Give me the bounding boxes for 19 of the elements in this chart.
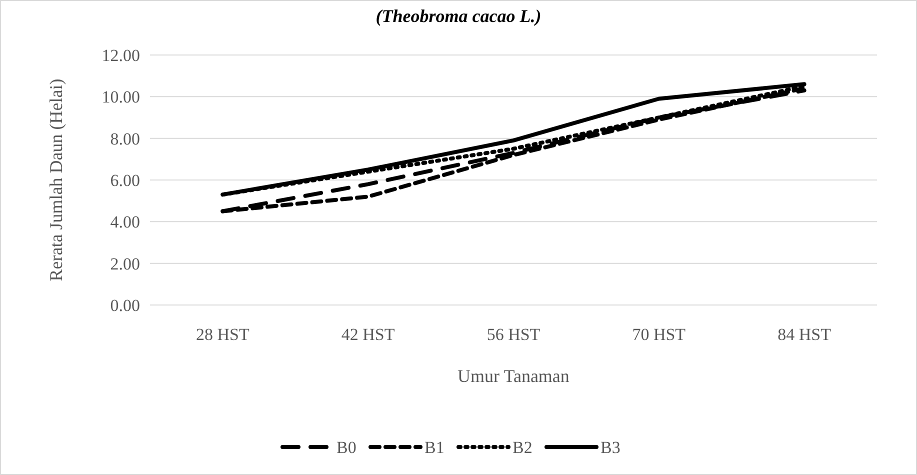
y-tick-label: 6.00 — [110, 170, 140, 190]
x-tick-label: 70 HST — [632, 325, 686, 344]
x-tick-label: 42 HST — [341, 325, 396, 344]
y-tick-label: 0.00 — [110, 296, 140, 315]
y-tick-label: 10.00 — [102, 88, 140, 107]
chart-title: (Theobroma cacao L.) — [376, 6, 542, 26]
y-tick-label: 2.00 — [110, 254, 140, 274]
x-axis-title: Umur Tanaman — [458, 366, 570, 386]
legend-label: B2 — [512, 438, 532, 457]
x-tick-label: 56 HST — [486, 325, 541, 344]
legend-label: B1 — [424, 438, 444, 457]
y-tick-label: 8.00 — [110, 129, 140, 148]
y-tick-label: 4.00 — [110, 212, 140, 232]
x-tick-label: 84 HST — [778, 325, 832, 344]
y-axis-title: Rerata Jumlah Daun (Helai) — [46, 78, 66, 282]
x-tick-label: 28 HST — [196, 325, 250, 344]
legend-label: B3 — [600, 438, 620, 457]
legend-label: B0 — [336, 438, 356, 457]
y-tick-label: 12.00 — [102, 46, 140, 65]
